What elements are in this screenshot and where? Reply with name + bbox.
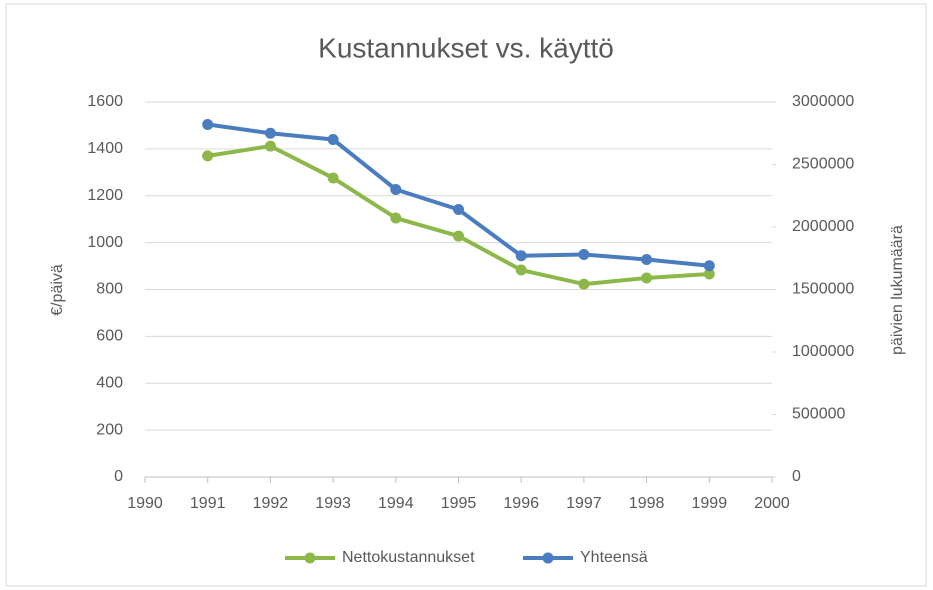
x-tick-label: 1992	[253, 495, 289, 512]
y-axis-label: €/päivä	[49, 264, 66, 316]
x-tick-label: 1998	[629, 495, 665, 512]
x-tick-label: 1993	[315, 495, 351, 512]
y-tick-label: 1400	[87, 140, 123, 157]
y2-tick-label: 500000	[792, 406, 845, 423]
y2-tick-label: 1500000	[792, 281, 854, 298]
y-tick-label: 1000	[87, 234, 123, 251]
series-marker	[453, 204, 464, 215]
series-line	[207, 122, 710, 268]
series-line	[207, 144, 710, 287]
y-tick-label: 0	[114, 468, 123, 485]
series-marker	[202, 150, 214, 162]
y2-axis-label: päivien lukumäärä	[889, 225, 906, 355]
series-marker	[515, 264, 527, 276]
series-marker	[202, 119, 214, 130]
series-marker	[264, 127, 276, 139]
y2-tick-label: 1000000	[792, 343, 854, 360]
y2-tick-label: 3000000	[792, 93, 854, 110]
legend-label: Nettokustannukset	[342, 549, 475, 566]
legend-label: Yhteensä	[580, 549, 648, 566]
x-tick-label: 1996	[503, 495, 539, 512]
y2-tick-label: 2500000	[792, 156, 854, 173]
series-marker	[578, 249, 590, 260]
y2-tick-label: 0	[792, 468, 801, 485]
series-marker	[264, 140, 276, 152]
chart-border	[5, 3, 927, 587]
y2-tick-label: 2000000	[792, 218, 854, 235]
series-marker	[390, 212, 402, 224]
series-marker	[641, 254, 653, 265]
series-marker	[515, 250, 527, 262]
series-marker	[703, 268, 715, 280]
y-tick-label: 800	[96, 281, 123, 298]
series-marker	[327, 172, 339, 184]
x-tick-label: 1994	[378, 495, 414, 512]
x-tick-label: 1997	[566, 495, 602, 512]
legend-marker	[542, 552, 554, 564]
series-marker	[641, 272, 653, 284]
x-tick-label: 1990	[127, 495, 163, 512]
series-marker	[578, 278, 590, 290]
y-tick-label: 400	[96, 374, 123, 391]
x-tick-label: 1991	[190, 495, 226, 512]
series-marker	[327, 134, 339, 145]
y-tick-label: 600	[96, 328, 123, 345]
series-marker	[453, 230, 464, 242]
legend-marker	[304, 552, 316, 564]
x-tick-label: 2000	[754, 495, 790, 512]
y-tick-label: 1600	[87, 93, 123, 110]
chart-title: Kustannukset vs. käyttö	[318, 32, 614, 63]
series-marker	[703, 260, 715, 272]
x-tick-label: 1995	[441, 495, 477, 512]
x-tick-label: 1999	[692, 495, 728, 512]
series-marker	[390, 184, 402, 195]
y-tick-label: 200	[96, 421, 123, 438]
y-tick-label: 1200	[87, 187, 123, 204]
